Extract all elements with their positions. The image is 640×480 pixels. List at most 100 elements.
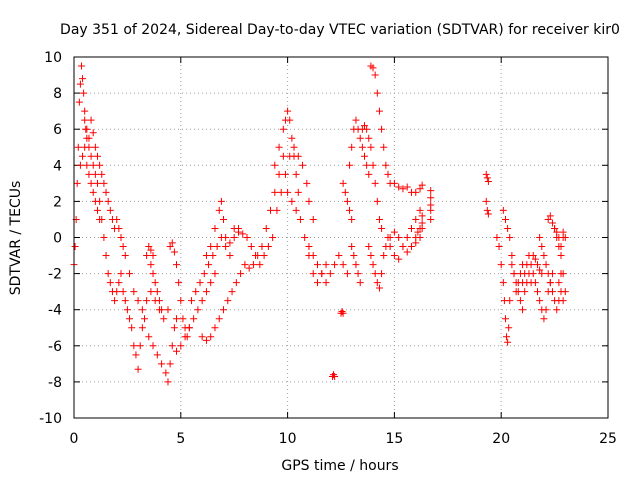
data-point (296, 215, 304, 223)
data-point (358, 143, 366, 151)
data-point (143, 252, 151, 260)
data-point (403, 183, 411, 191)
data-point (350, 252, 358, 260)
data-point (213, 243, 221, 251)
data-point (284, 188, 292, 196)
data-point (309, 215, 317, 223)
data-point (348, 215, 356, 223)
data-point (179, 315, 187, 323)
data-point (100, 179, 108, 187)
data-point (482, 197, 490, 205)
x-tick-label: 20 (492, 431, 510, 447)
data-point (369, 64, 377, 72)
data-point (292, 206, 300, 214)
data-point (220, 306, 228, 314)
data-point (495, 243, 503, 251)
data-point (202, 336, 210, 344)
data-point (83, 161, 91, 169)
data-point (384, 170, 392, 178)
data-point (403, 248, 411, 256)
chart-title: Day 351 of 2024, Sidereal Day-to-day VTE… (60, 22, 620, 38)
data-point (356, 134, 364, 142)
data-point (407, 243, 415, 251)
data-point (305, 243, 313, 251)
data-point (414, 228, 422, 236)
data-point (134, 365, 142, 373)
y-tick-labels: -10 -8 -6 -4 -2 0 2 4 6 8 10 (39, 50, 62, 427)
data-point (555, 279, 563, 287)
data-point (386, 234, 394, 241)
data-point (559, 270, 567, 278)
data-point (553, 234, 561, 241)
data-point (483, 206, 491, 214)
data-point (160, 315, 168, 323)
data-point (147, 288, 155, 296)
data-point (503, 333, 511, 341)
data-point (418, 212, 426, 220)
data-point (346, 161, 354, 169)
data-point (269, 234, 277, 241)
data-point (106, 279, 114, 287)
data-point (136, 342, 144, 350)
data-point (380, 143, 388, 151)
data-point (198, 333, 206, 341)
data-point (147, 261, 155, 269)
data-point (224, 297, 232, 305)
data-point (190, 315, 198, 323)
data-point (115, 279, 123, 287)
data-point (85, 134, 93, 142)
data-point (211, 324, 219, 332)
data-point (215, 315, 223, 323)
data-point (521, 270, 529, 278)
data-point (548, 288, 556, 296)
data-point (73, 179, 81, 187)
data-point (104, 197, 112, 205)
data-point (245, 264, 253, 272)
data-point (271, 161, 279, 169)
data-point (390, 179, 398, 187)
data-point (412, 239, 420, 247)
data-point (360, 122, 368, 130)
data-point (557, 252, 565, 260)
data-point (418, 224, 426, 232)
data-point (173, 261, 181, 269)
data-point (77, 62, 85, 70)
data-point (134, 297, 142, 305)
data-point (286, 116, 294, 124)
x-tick-label: 25 (599, 431, 617, 447)
data-point (343, 270, 351, 278)
data-point (170, 324, 178, 332)
data-point (531, 255, 539, 263)
data-point (506, 297, 514, 305)
data-point (119, 243, 127, 251)
data-point (322, 279, 330, 287)
data-point (536, 266, 544, 274)
data-point (198, 297, 206, 305)
data-point (237, 270, 245, 278)
data-point (534, 261, 542, 269)
data-point (71, 243, 79, 251)
data-point (386, 243, 394, 251)
data-point (399, 185, 407, 193)
data-point (286, 152, 294, 160)
data-point (256, 261, 264, 269)
data-point (220, 215, 228, 223)
data-point (96, 161, 104, 169)
data-point (207, 279, 215, 287)
data-point (264, 243, 272, 251)
data-point (281, 170, 289, 178)
data-point (367, 143, 375, 151)
data-point (326, 270, 334, 278)
x-axis-label: GPS time / hours (281, 458, 398, 474)
data-point (126, 270, 134, 278)
data-point (260, 252, 268, 260)
data-point (548, 219, 556, 227)
data-point (508, 252, 516, 260)
data-point (341, 188, 349, 196)
data-point (164, 306, 172, 314)
data-point (279, 125, 287, 133)
x-tick-labels: 0 5 10 15 20 25 (70, 431, 617, 447)
y-tick-label: -6 (48, 339, 62, 355)
data-point (75, 98, 83, 106)
